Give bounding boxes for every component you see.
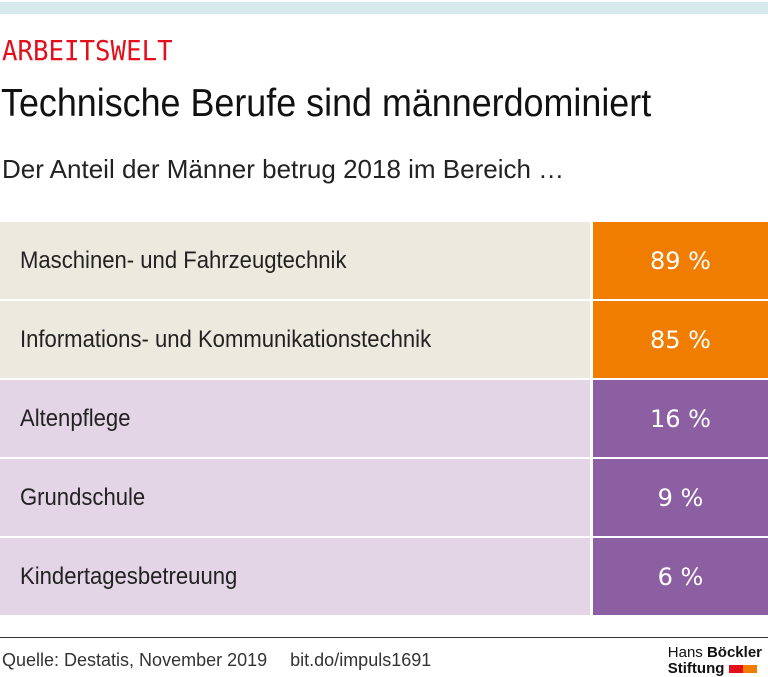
logo-square [742, 665, 757, 674]
row-label-text: Grundschule [20, 483, 146, 511]
logo-text: Hans [667, 644, 703, 661]
row-label: Maschinen- und Fahrzeugtechnik [0, 222, 590, 299]
table-row: Grundschule 9 % [0, 459, 768, 536]
chart-title: Technische Berufe sind männerdominiert [1, 82, 652, 125]
table-row: Altenpflege 16 % [0, 380, 768, 457]
table-row: Maschinen- und Fahrzeugtechnik 89 % [0, 222, 768, 299]
logo-square [728, 665, 743, 674]
logo-text: Stiftung [667, 660, 725, 677]
logo-text: Böckler [706, 644, 762, 661]
logo: Hans Böckler Stiftung [668, 645, 762, 677]
row-value: 9 % [593, 459, 768, 536]
kicker: ARBEITSWELT [2, 34, 173, 67]
source: Quelle: Destatis, November 2019 [2, 650, 268, 670]
row-label-text: Altenpflege [20, 404, 131, 432]
link[interactable]: bit.do/impuls1691 [290, 650, 432, 670]
row-value: 6 % [593, 538, 768, 615]
data-table: Maschinen- und Fahrzeugtechnik 89 % Inform… [0, 222, 768, 617]
row-label-text: Maschinen- und Fahrzeugtechnik [20, 246, 347, 274]
row-label: Kindertagesbetreuung [0, 538, 590, 615]
footer: Quelle: Destatis, November 2019 bit.do/i… [2, 650, 449, 671]
row-label: Grundschule [0, 459, 590, 536]
row-value: 85 % [593, 301, 768, 378]
row-label-text: Kindertagesbetreuung [20, 562, 238, 590]
table-row: Kindertagesbetreuung 6 % [0, 538, 768, 615]
table-row: Informations- und Kommunikationstechnik 8… [0, 301, 768, 378]
row-value: 89 % [593, 222, 768, 299]
divider [0, 637, 768, 638]
row-label: Informations- und Kommunikationstechnik [0, 301, 590, 378]
row-label-text: Informations- und Kommunikationstechnik [20, 325, 432, 353]
row-label: Altenpflege [0, 380, 590, 457]
chart-subtitle: Der Anteil der Männer betrug 2018 im Ber… [2, 154, 565, 184]
top-bar [0, 2, 768, 14]
row-value: 16 % [593, 380, 768, 457]
